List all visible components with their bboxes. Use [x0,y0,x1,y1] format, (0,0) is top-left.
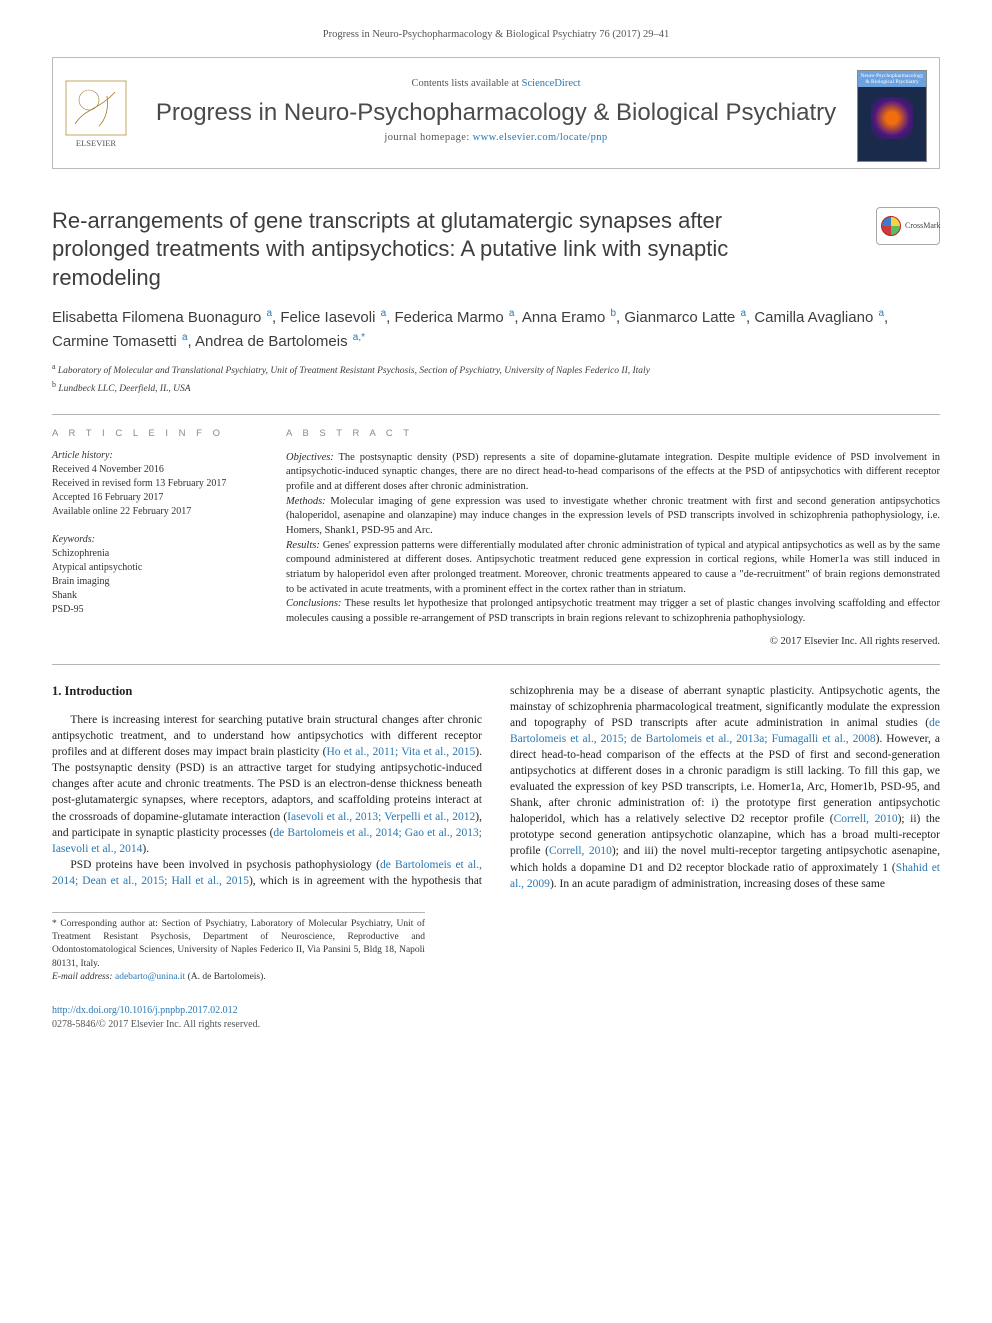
cover-image-icon [871,97,913,139]
p2-mid2: ). However, a direct head-to-head compar… [510,733,940,825]
corresp-text: Corresponding author at: Section of Psyc… [52,919,425,969]
corresponding-author-note: * Corresponding author at: Section of Ps… [52,912,425,984]
affiliations: a Laboratory of Molecular and Translatio… [52,361,940,396]
journal-name: Progress in Neuro-Psychopharmacology & B… [156,96,836,130]
methods-text: Molecular imaging of gene expression was… [286,496,940,536]
methods-label: Methods: [286,496,326,507]
keyword: Brain imaging [52,575,252,589]
cover-label: Neuro-Psychopharmacology & Biological Ps… [858,71,926,87]
p2-end: ). In an acute paradigm of administratio… [550,878,885,890]
crossmark-label: CrossMark [905,220,941,231]
keyword-lines: SchizophreniaAtypical antipsychoticBrain… [52,547,252,617]
intro-heading: 1. Introduction [52,683,482,701]
journal-header: ELSEVIER Neuro-Psychopharmacology & Biol… [52,57,940,169]
history-line: Accepted 16 February 2017 [52,491,252,505]
affiliation: a Laboratory of Molecular and Translatio… [52,361,940,378]
homepage-prefix: journal homepage: [384,132,472,143]
section-rule-2 [52,664,940,665]
abstract-results: Results: Genes' expression patterns were… [286,539,940,598]
keyword: Schizophrenia [52,547,252,561]
objectives-text: The postsynaptic density (PSD) represent… [286,452,940,492]
p2-pre: PSD proteins have been involved in psych… [70,859,380,871]
abstract-objectives: Objectives: The postsynaptic density (PS… [286,451,940,495]
cite-correll-2[interactable]: Correll, 2010 [549,845,612,857]
keywords-block: Keywords: SchizophreniaAtypical antipsyc… [52,533,252,617]
doi-link[interactable]: http://dx.doi.org/10.1016/j.pnpbp.2017.0… [52,1005,238,1016]
abstract-methods: Methods: Molecular imaging of gene expre… [286,495,940,539]
issn-line: 0278-5846/© 2017 Elsevier Inc. All right… [52,1019,260,1030]
title-row: Re-arrangements of gene transcripts at g… [52,207,940,293]
article-title: Re-arrangements of gene transcripts at g… [52,207,812,293]
running-head: Progress in Neuro-Psychopharmacology & B… [52,28,940,43]
corresp-email[interactable]: adebarto@unina.it [115,972,185,982]
affiliation: b Lundbeck LLC, Deerfield, IL, USA [52,379,940,396]
abstract-conclusions: Conclusions: These results let hypothesi… [286,597,940,626]
history-line: Received 4 November 2016 [52,463,252,477]
email-label: E-mail address: [52,972,113,982]
email-person: (A. de Bartolomeis). [188,972,266,982]
history-line: Received in revised form 13 February 201… [52,477,252,491]
abstract-heading: A B S T R A C T [286,427,940,440]
cite-correll-1[interactable]: Correll, 2010 [834,813,898,825]
journal-cover-thumbnail: Neuro-Psychopharmacology & Biological Ps… [857,70,927,162]
results-label: Results: [286,540,320,551]
journal-homepage: journal homepage: www.elsevier.com/locat… [384,131,607,146]
body-columns: 1. Introduction There is increasing inte… [52,683,940,892]
abstract-copyright: © 2017 Elsevier Inc. All rights reserved… [286,635,940,650]
sciencedirect-link[interactable]: ScienceDirect [522,78,581,89]
results-text: Genes' expression patterns were differen… [286,540,940,595]
cite-ho-vita[interactable]: Ho et al., 2011; Vita et al., 2015 [326,746,475,758]
history-lines: Received 4 November 2016Received in revi… [52,463,252,519]
keyword: PSD-95 [52,603,252,617]
cite-iasevoli-verpelli[interactable]: Iasevoli et al., 2013; Verpelli et al., … [287,811,475,823]
corresp-star: * [52,919,57,929]
history-block: Article history: Received 4 November 201… [52,449,252,519]
abstract: A B S T R A C T Objectives: The postsyna… [286,427,940,649]
conclusions-text: These results let hypothesize that prolo… [286,598,940,624]
p1-end: ). [142,843,149,855]
history-line: Available online 22 February 2017 [52,505,252,519]
intro-p1: There is increasing interest for searchi… [52,712,482,857]
objectives-label: Objectives: [286,452,334,463]
crossmark-icon [881,216,901,236]
info-row: A R T I C L E I N F O Article history: R… [52,427,940,649]
svg-text:ELSEVIER: ELSEVIER [76,138,116,148]
elsevier-logo: ELSEVIER [65,80,127,150]
running-head-text: Progress in Neuro-Psychopharmacology & B… [323,29,669,40]
keyword: Atypical antipsychotic [52,561,252,575]
keyword: Shank [52,589,252,603]
keywords-label: Keywords: [52,533,252,547]
crossmark-badge[interactable]: CrossMark [876,207,940,245]
contents-prefix: Contents lists available at [411,78,521,89]
homepage-link[interactable]: www.elsevier.com/locate/pnp [473,132,608,143]
author-list: Elisabetta Filomena Buonaguro a, Felice … [52,306,940,353]
section-rule [52,414,940,415]
page-footer: http://dx.doi.org/10.1016/j.pnpbp.2017.0… [52,1004,940,1032]
article-info: A R T I C L E I N F O Article history: R… [52,427,252,649]
contents-line: Contents lists available at ScienceDirec… [411,77,580,92]
article-info-heading: A R T I C L E I N F O [52,427,252,440]
conclusions-label: Conclusions: [286,598,341,609]
history-label: Article history: [52,449,252,463]
